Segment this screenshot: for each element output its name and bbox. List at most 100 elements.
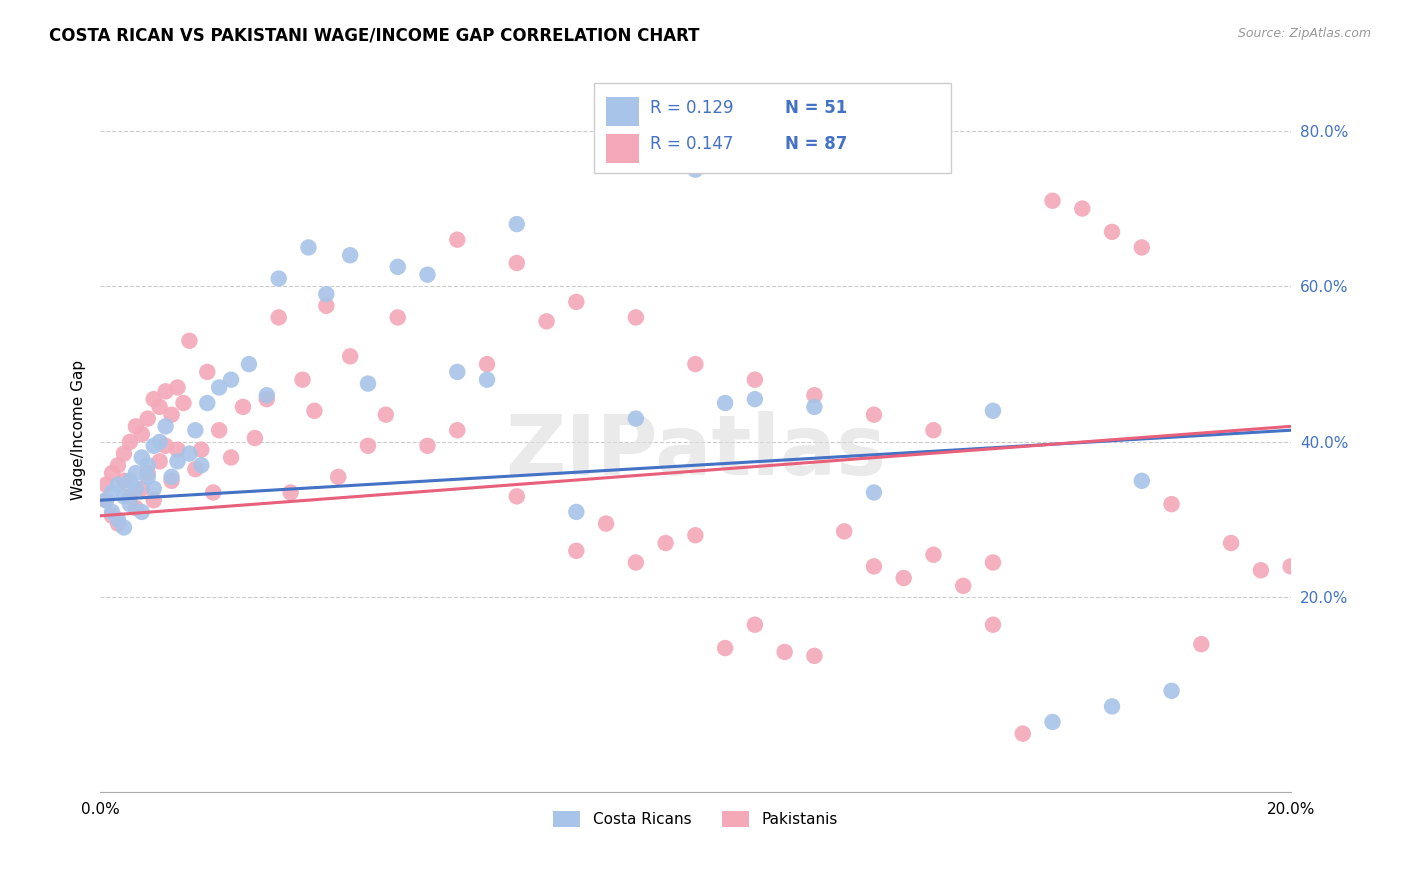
Point (112, 520, 135, 534)
Point (238, 357, 260, 371)
Point (195, 365, 218, 379)
Point (208, 380, 231, 394)
Point (328, 470, 350, 484)
Point (131, 450, 153, 465)
Point (1220, 536, 1243, 550)
Point (506, 256, 529, 270)
Point (893, 571, 915, 585)
Point (112, 489, 135, 503)
Legend: Costa Ricans, Pakistanis: Costa Ricans, Pakistanis (546, 804, 845, 835)
Point (155, 419, 177, 434)
Point (136, 411, 159, 425)
Text: N = 51: N = 51 (785, 99, 846, 117)
Point (155, 384, 177, 399)
Point (357, 376, 380, 391)
Point (101, 508, 124, 523)
Point (744, 392, 766, 406)
Point (149, 400, 172, 414)
Point (94, 493, 117, 508)
Point (803, 400, 825, 414)
Point (94, 477, 117, 491)
Point (565, 544, 588, 558)
Point (125, 466, 148, 480)
Point (118, 489, 141, 503)
Point (981, 404, 1004, 418)
Point (179, 334, 201, 348)
Point (1189, 637, 1212, 651)
Point (190, 458, 212, 473)
Point (107, 516, 129, 531)
Point (387, 310, 409, 325)
Point (981, 556, 1004, 570)
Point (685, 357, 707, 371)
Point (107, 477, 129, 491)
Point (595, 516, 617, 531)
Point (160, 474, 183, 488)
Point (304, 404, 326, 418)
Point (136, 470, 159, 484)
Point (142, 482, 165, 496)
Point (101, 505, 124, 519)
Point (202, 485, 225, 500)
Point (1071, 202, 1094, 216)
Point (863, 485, 886, 500)
Point (94, 493, 117, 508)
Point (416, 439, 439, 453)
Point (118, 474, 141, 488)
Point (112, 446, 135, 460)
Text: N = 87: N = 87 (785, 135, 846, 153)
Point (981, 617, 1004, 632)
Point (131, 482, 153, 496)
Point (624, 310, 647, 325)
Point (166, 380, 188, 394)
Point (219, 450, 242, 465)
Point (256, 388, 278, 402)
Point (208, 423, 231, 437)
Point (773, 645, 796, 659)
Point (142, 439, 165, 453)
Point (243, 431, 266, 445)
Point (166, 454, 188, 468)
Point (179, 446, 201, 460)
Point (565, 505, 588, 519)
Point (506, 489, 529, 503)
Point (475, 373, 498, 387)
Point (832, 524, 855, 539)
Point (714, 641, 737, 656)
Point (142, 493, 165, 508)
Point (101, 466, 124, 480)
Point (339, 248, 361, 262)
Point (112, 474, 135, 488)
Point (863, 408, 886, 422)
Text: Source: ZipAtlas.com: Source: ZipAtlas.com (1237, 27, 1371, 40)
Point (131, 427, 153, 442)
Point (446, 233, 468, 247)
Point (416, 268, 439, 282)
Point (219, 373, 242, 387)
Point (118, 434, 141, 449)
Y-axis label: Wage/Income Gap: Wage/Income Gap (72, 360, 86, 500)
Point (125, 501, 148, 516)
Point (1160, 683, 1182, 698)
Point (195, 396, 218, 410)
Point (624, 556, 647, 570)
Point (803, 648, 825, 663)
Point (315, 287, 337, 301)
Text: R = 0.129: R = 0.129 (650, 99, 734, 117)
Point (803, 388, 825, 402)
Point (1160, 497, 1182, 511)
Point (685, 162, 707, 177)
Point (475, 357, 498, 371)
FancyBboxPatch shape (595, 83, 952, 173)
Point (1250, 563, 1272, 577)
Point (624, 411, 647, 425)
Point (1101, 699, 1123, 714)
Point (297, 240, 319, 254)
Point (142, 392, 165, 406)
Point (267, 271, 290, 285)
Text: COSTA RICAN VS PAKISTANI WAGE/INCOME GAP CORRELATION CHART: COSTA RICAN VS PAKISTANI WAGE/INCOME GAP… (49, 27, 700, 45)
Point (166, 442, 188, 457)
Point (184, 423, 207, 437)
Point (256, 392, 278, 406)
Point (387, 260, 409, 274)
